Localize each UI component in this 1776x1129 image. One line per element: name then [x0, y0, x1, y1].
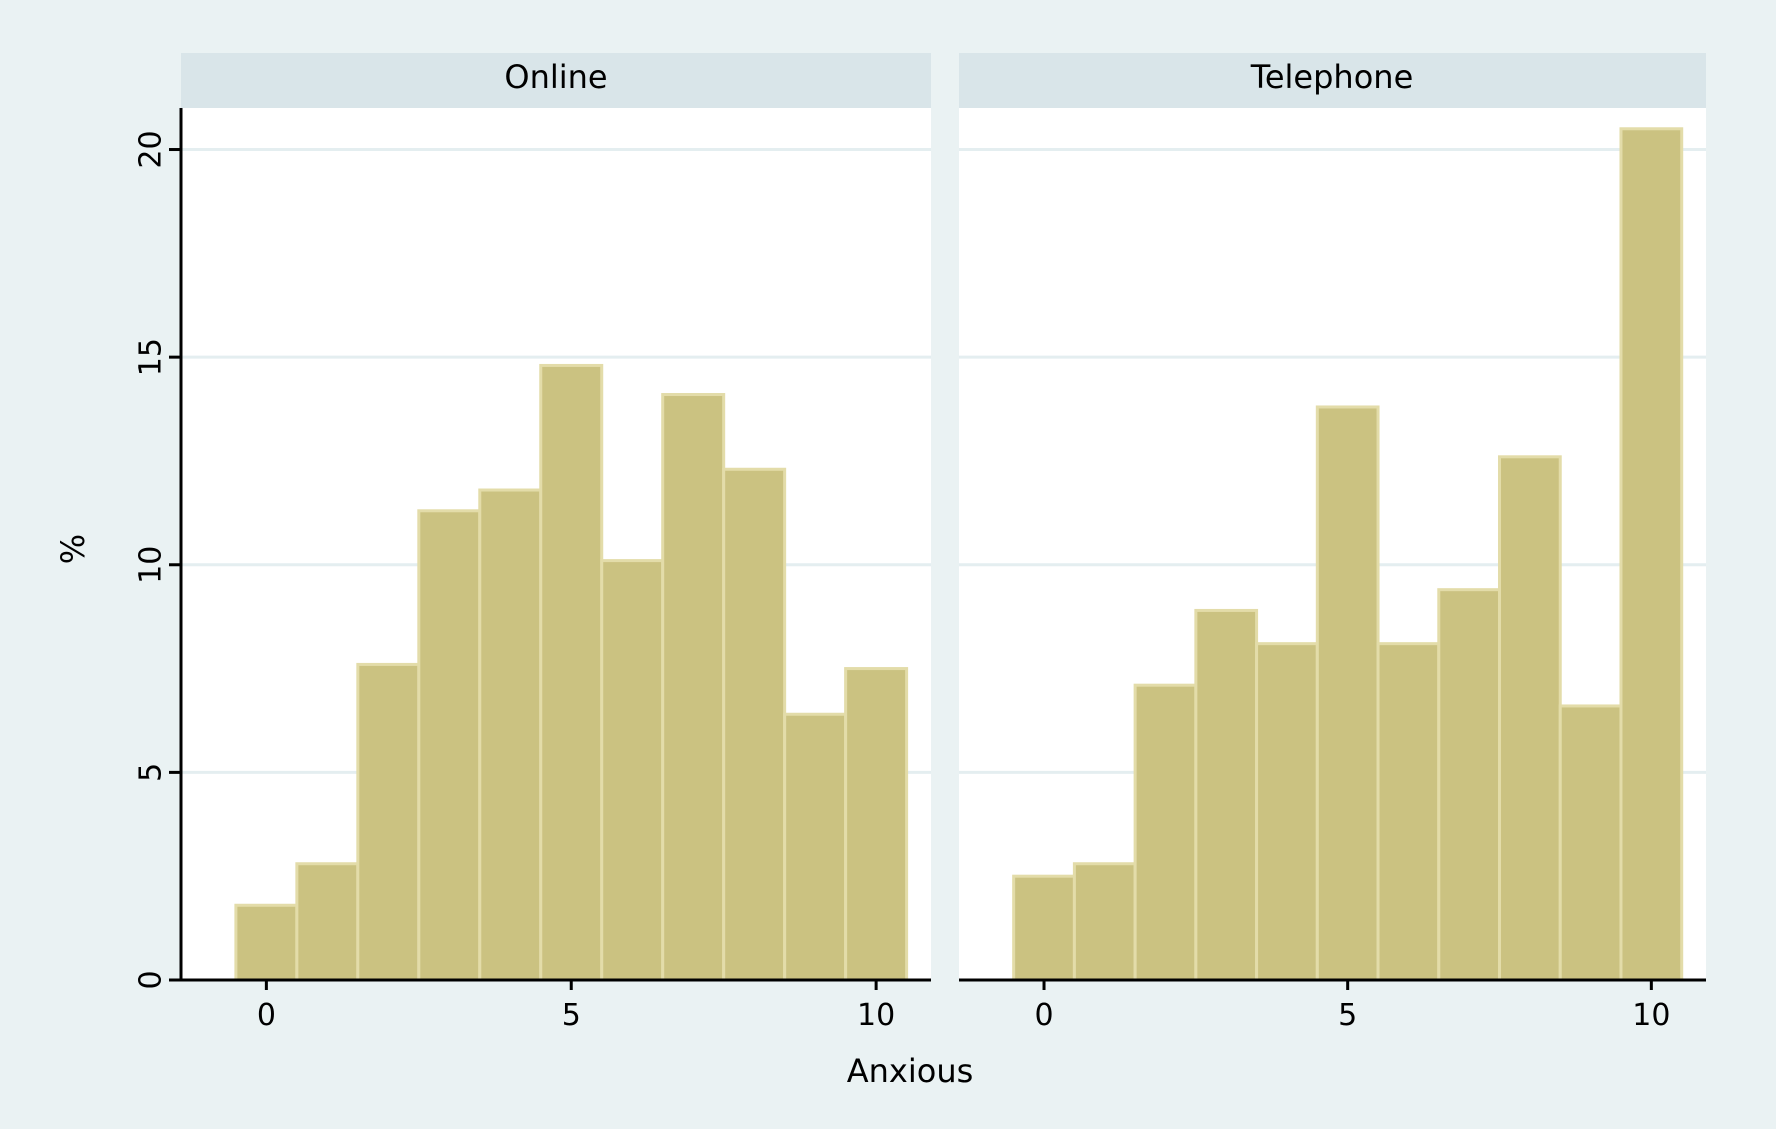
x-tick-label-telephone-5: 5 — [1338, 998, 1357, 1033]
bar-telephone-4 — [1255, 642, 1319, 982]
bar-online-7 — [661, 393, 726, 982]
bar-telephone-5 — [1315, 405, 1380, 982]
panel-title-online: Online — [504, 58, 607, 96]
bar-online-10 — [844, 667, 909, 982]
bar-online-2 — [356, 662, 421, 982]
bar-online-8 — [722, 467, 787, 982]
y-tick-label-10: 10 — [134, 546, 169, 584]
bar-telephone-3 — [1194, 608, 1259, 982]
bar-telephone-2 — [1133, 683, 1198, 982]
y-tick-label-5: 5 — [134, 763, 169, 782]
bar-telephone-10 — [1619, 127, 1684, 982]
bar-telephone-7 — [1437, 588, 1502, 982]
x-tick-label-online-10: 10 — [857, 998, 895, 1033]
bar-telephone-6 — [1376, 642, 1441, 982]
y-axis-label: % — [54, 534, 92, 564]
bar-online-3 — [417, 509, 482, 982]
bar-telephone-0 — [1012, 874, 1076, 982]
y-tick-label-0: 0 — [134, 970, 169, 989]
bar-online-5 — [539, 363, 604, 982]
bar-online-1 — [295, 862, 360, 982]
bar-online-6 — [600, 559, 665, 982]
x-tick-label-telephone-10: 10 — [1632, 998, 1670, 1033]
bar-online-0 — [234, 903, 299, 982]
y-tick-label-15: 15 — [134, 338, 169, 376]
x-ticks-online: 0 5 10 — [257, 980, 895, 1033]
panel-header-online — [181, 53, 931, 108]
y-ticks-online: 0 5 10 15 20 — [134, 130, 181, 990]
y-tick-label-20: 20 — [134, 130, 169, 168]
panel-header-telephone — [959, 53, 1706, 108]
x-axis-label: Anxious — [847, 1052, 974, 1090]
x-tick-label-telephone-0: 0 — [1034, 998, 1053, 1033]
panel-online: Online 0 5 10 15 20 0 5 10 — [134, 53, 931, 1033]
panel-title-telephone: Telephone — [1250, 58, 1414, 96]
x-tick-label-online-5: 5 — [562, 998, 581, 1033]
bar-telephone-1 — [1072, 862, 1137, 982]
x-ticks-telephone: 0 5 10 — [1034, 980, 1670, 1033]
panel-telephone: Telephone 0 5 10 — [959, 53, 1706, 1033]
bar-telephone-8 — [1498, 455, 1562, 982]
bars-telephone — [1012, 127, 1684, 982]
bar-online-9 — [783, 712, 848, 982]
x-tick-label-online-0: 0 — [257, 998, 276, 1033]
bar-telephone-9 — [1558, 704, 1623, 982]
bar-online-4 — [478, 488, 543, 982]
